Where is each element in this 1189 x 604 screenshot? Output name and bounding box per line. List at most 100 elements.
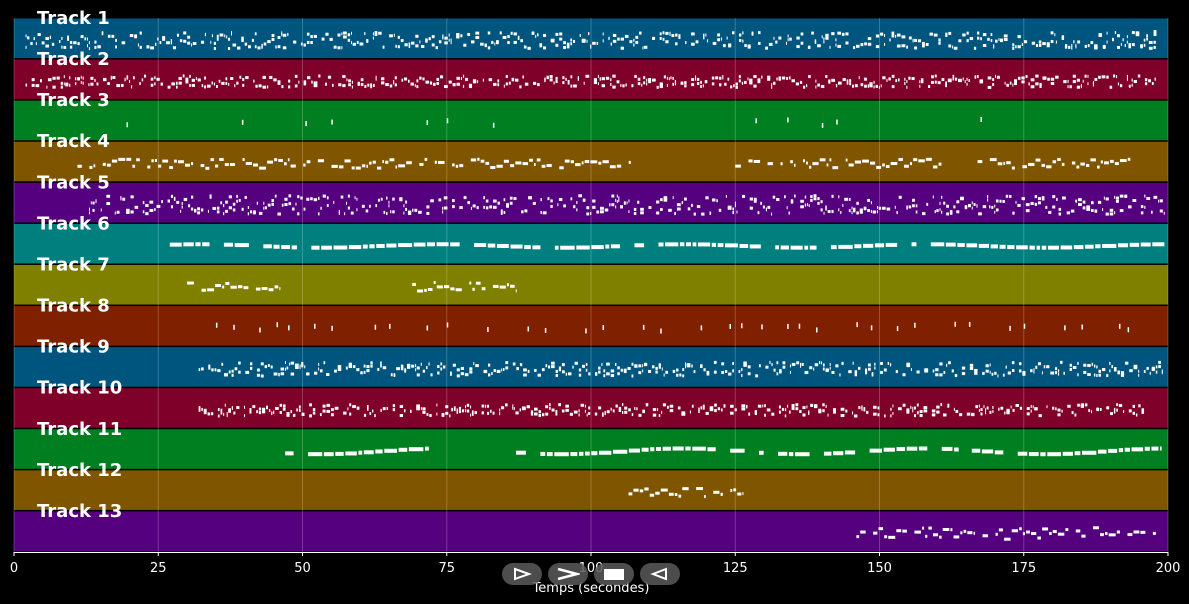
note — [510, 284, 515, 288]
note — [1100, 160, 1103, 164]
note — [223, 412, 225, 416]
note — [277, 35, 281, 39]
note — [946, 363, 948, 367]
note — [906, 364, 911, 368]
note — [362, 244, 368, 249]
note — [646, 78, 648, 82]
note — [776, 77, 778, 81]
note — [472, 287, 475, 291]
note — [820, 208, 823, 212]
note — [588, 411, 591, 415]
note — [327, 75, 332, 79]
note — [69, 83, 71, 87]
note — [1038, 414, 1042, 418]
note — [742, 492, 744, 496]
note — [570, 42, 573, 46]
note — [369, 161, 372, 165]
rewind-button[interactable] — [502, 563, 542, 585]
note — [837, 44, 842, 48]
note — [977, 36, 980, 40]
note — [331, 413, 334, 417]
play-button[interactable] — [548, 563, 588, 585]
note — [1011, 369, 1015, 373]
note — [442, 210, 444, 214]
note — [111, 34, 115, 38]
note — [955, 77, 958, 81]
note — [512, 404, 514, 408]
note — [866, 410, 869, 414]
note — [665, 31, 669, 35]
note — [1006, 408, 1010, 412]
back-icon — [650, 567, 667, 581]
note — [526, 405, 530, 409]
note — [914, 414, 916, 418]
note — [398, 164, 406, 168]
stop-button[interactable] — [594, 563, 634, 585]
note — [875, 45, 880, 49]
note — [691, 32, 695, 36]
note — [869, 82, 873, 86]
note — [346, 78, 348, 82]
note — [828, 80, 831, 84]
note — [1023, 40, 1028, 44]
note — [1153, 195, 1158, 199]
note — [840, 210, 842, 214]
note — [966, 31, 969, 35]
note — [1133, 80, 1137, 84]
note — [440, 367, 443, 371]
note — [701, 212, 705, 216]
note — [499, 285, 506, 289]
note — [450, 38, 452, 42]
note — [1062, 451, 1073, 456]
note — [1080, 404, 1085, 408]
note — [540, 451, 546, 456]
note — [597, 82, 599, 86]
track-lane — [14, 306, 1168, 346]
note — [936, 410, 940, 414]
note — [500, 211, 503, 215]
note — [84, 37, 87, 41]
note — [584, 160, 590, 164]
note — [757, 211, 760, 215]
note — [602, 413, 604, 417]
note — [854, 370, 858, 374]
note — [248, 45, 251, 49]
note — [642, 409, 645, 413]
note — [1003, 161, 1006, 165]
note — [685, 362, 687, 366]
note — [189, 83, 191, 87]
note — [1035, 44, 1038, 48]
note — [363, 450, 374, 455]
note — [573, 410, 578, 414]
note — [396, 367, 400, 371]
note — [111, 159, 118, 163]
note — [169, 165, 173, 169]
note — [747, 372, 751, 376]
note — [372, 160, 376, 164]
note — [1132, 411, 1136, 415]
note — [1052, 205, 1056, 209]
note — [1111, 365, 1114, 369]
note — [623, 370, 627, 374]
note — [257, 46, 261, 50]
note — [1128, 43, 1131, 47]
note — [753, 84, 757, 88]
note — [895, 370, 898, 374]
note — [662, 446, 671, 451]
note — [1098, 369, 1102, 373]
note — [800, 199, 804, 203]
note — [1041, 163, 1046, 167]
note — [244, 405, 246, 409]
back-button[interactable] — [640, 563, 680, 585]
note — [558, 403, 562, 407]
note — [262, 85, 266, 89]
note — [301, 413, 305, 417]
note — [1144, 78, 1148, 82]
note — [663, 75, 666, 79]
note — [523, 368, 527, 372]
note — [808, 75, 811, 79]
note — [351, 166, 355, 170]
note — [696, 487, 704, 491]
note — [856, 322, 858, 328]
note — [245, 370, 250, 374]
